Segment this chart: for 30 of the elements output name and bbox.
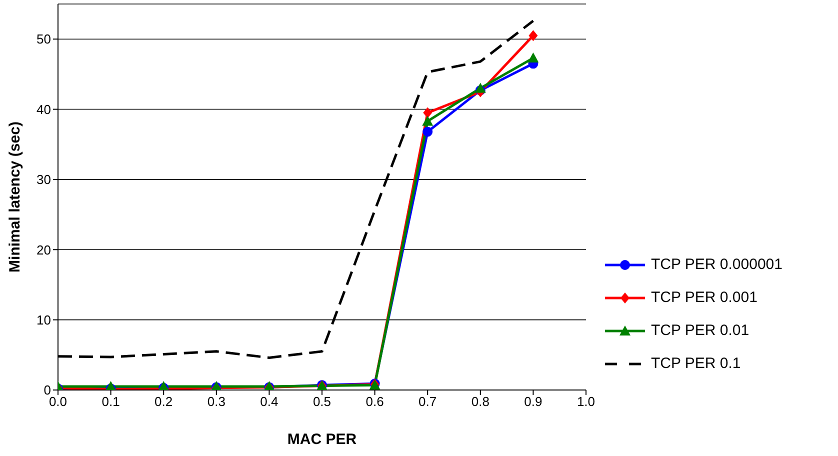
- x-tick-label: 0.2: [154, 394, 173, 410]
- y-tick-label: 10: [36, 312, 51, 328]
- x-tick-label: 0.1: [102, 394, 120, 410]
- y-tick-label: 20: [36, 242, 51, 258]
- point: [423, 107, 432, 118]
- x-tick-label: 0.6: [366, 394, 384, 410]
- x-tick-label: 1.0: [576, 394, 596, 410]
- legend-label: TCP PER 0.01: [651, 322, 750, 339]
- point: [528, 30, 538, 42]
- x-tick-label: 0.8: [471, 394, 490, 410]
- y-axis-title: Minimal latency (sec): [6, 122, 24, 272]
- point: [422, 116, 434, 126]
- x-tick-label: 0.9: [524, 394, 542, 410]
- x-axis-title: MAC PER: [287, 431, 357, 448]
- x-tick-label: 0.5: [312, 394, 332, 410]
- y-tick-label: 0: [44, 382, 51, 398]
- legend-label: TCP PER 0.001: [651, 289, 758, 306]
- point: [474, 82, 486, 93]
- x-tick-label: 0.7: [418, 394, 437, 410]
- x-tick-label: 0.0: [48, 394, 68, 410]
- legend-label: TCP PER 0.000001: [651, 256, 782, 273]
- y-tick-label: 40: [36, 102, 51, 117]
- x-tick-label: 0.3: [207, 394, 226, 410]
- point: [105, 380, 116, 390]
- point: [422, 126, 433, 137]
- x-tick-label: 0.4: [260, 394, 278, 410]
- y-tick-label: 50: [36, 32, 51, 47]
- y-tick-label: 30: [36, 172, 51, 188]
- legend-label: TCP PER 0.1: [651, 355, 741, 372]
- point: [528, 52, 539, 63]
